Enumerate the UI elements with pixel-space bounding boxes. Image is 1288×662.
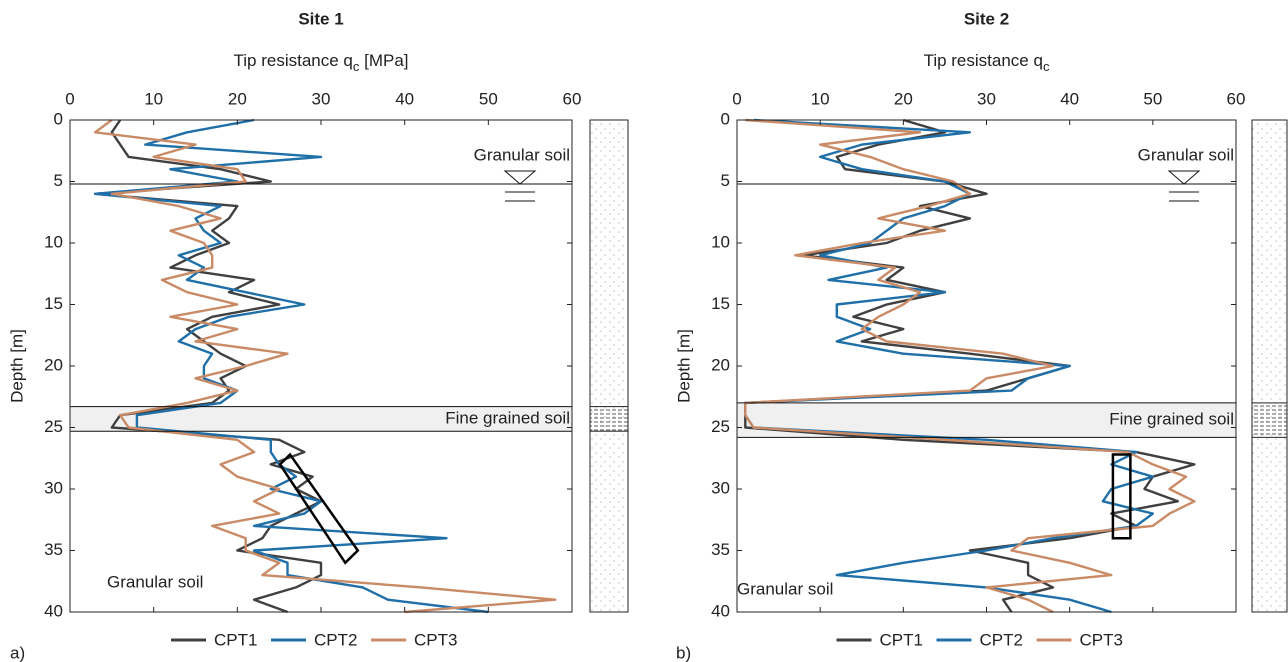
x-tick-label: 50	[479, 89, 498, 108]
x-axis-label: Tip resistance qc	[924, 51, 1050, 74]
x-axis-label: Tip resistance qc [MPa]	[234, 51, 409, 74]
x-axis-label-main: Tip resistance q	[234, 51, 353, 70]
soil-column	[589, 119, 629, 613]
y-tick-label: 10	[711, 232, 730, 251]
y-tick-label: 15	[711, 294, 730, 313]
soil-annotation: Granular soil	[737, 579, 833, 598]
y-tick-label: 10	[44, 232, 63, 251]
legend-label: CPT2	[314, 630, 357, 649]
y-tick-label: 35	[711, 540, 730, 559]
panel-title: Site 1	[298, 9, 343, 28]
axes-frame	[69, 119, 573, 613]
x-axis-label-subscript: c	[1043, 59, 1050, 74]
y-tick-label: 0	[721, 109, 730, 128]
soil-annotation: Granular soil	[107, 572, 203, 591]
y-tick-label: 0	[54, 109, 63, 128]
y-tick-label: 40	[711, 601, 730, 620]
water-table-symbol	[503, 170, 537, 185]
y-tick-label: 40	[44, 601, 63, 620]
y-tick-label: 20	[44, 355, 63, 374]
x-axis-label-unit: [MPa]	[359, 51, 408, 70]
y-tick-label: 30	[44, 478, 63, 497]
soil-annotation: Fine grained soil	[1109, 410, 1234, 429]
x-tick-label: 20	[228, 89, 247, 108]
legend-label: CPT2	[980, 630, 1023, 649]
x-tick-label: 0	[732, 89, 741, 108]
y-tick-label: 35	[44, 540, 63, 559]
soil-column-fine	[1251, 402, 1288, 438]
x-tick-label: 30	[977, 89, 996, 108]
y-tick-label: 25	[44, 417, 63, 436]
x-axis-label-main: Tip resistance q	[924, 51, 1043, 70]
legend-label: CPT1	[214, 630, 257, 649]
highlight-box	[278, 452, 360, 565]
highlight-box	[1111, 453, 1132, 540]
y-tick-label: 30	[711, 478, 730, 497]
y-tick-label: 5	[721, 171, 730, 190]
y-tick-label: 5	[54, 171, 63, 190]
legend-label: CPT3	[1080, 630, 1123, 649]
x-tick-label: 40	[395, 89, 414, 108]
cpt-line	[744, 118, 1196, 614]
y-tick-label: 15	[44, 294, 63, 313]
x-tick-label: 10	[811, 89, 830, 108]
x-tick-label: 30	[312, 89, 331, 108]
panel-title: Site 2	[964, 9, 1009, 28]
cpt-line	[93, 119, 557, 614]
y-axis-label: Depth [m]	[7, 329, 26, 403]
y-tick-label: 25	[711, 417, 730, 436]
y-tick-label: 20	[711, 355, 730, 374]
x-tick-label: 10	[144, 89, 163, 108]
panel-label: a)	[10, 643, 25, 662]
legend-label: CPT3	[414, 630, 457, 649]
x-tick-label: 60	[1227, 89, 1246, 108]
soil-annotation: Granular soil	[1138, 145, 1234, 164]
water-table-symbol	[1167, 170, 1201, 185]
x-tick-label: 50	[1143, 89, 1162, 108]
x-tick-label: 60	[563, 89, 582, 108]
soil-column	[1251, 119, 1288, 613]
soil-column-fine	[589, 406, 629, 432]
x-tick-label: 20	[894, 89, 913, 108]
cpt-line	[93, 118, 489, 614]
panel-label: b)	[676, 643, 691, 662]
soil-annotation: Fine grained soil	[445, 408, 570, 427]
soil-annotation: Granular soil	[474, 145, 570, 164]
cpt-line	[93, 119, 323, 614]
x-tick-label: 40	[1060, 89, 1079, 108]
x-tick-label: 0	[65, 89, 74, 108]
cpt-line	[744, 118, 1154, 614]
y-axis-label: Depth [m]	[674, 329, 693, 403]
legend-label: CPT1	[880, 630, 923, 649]
x-axis-label-subscript: c	[353, 59, 360, 74]
